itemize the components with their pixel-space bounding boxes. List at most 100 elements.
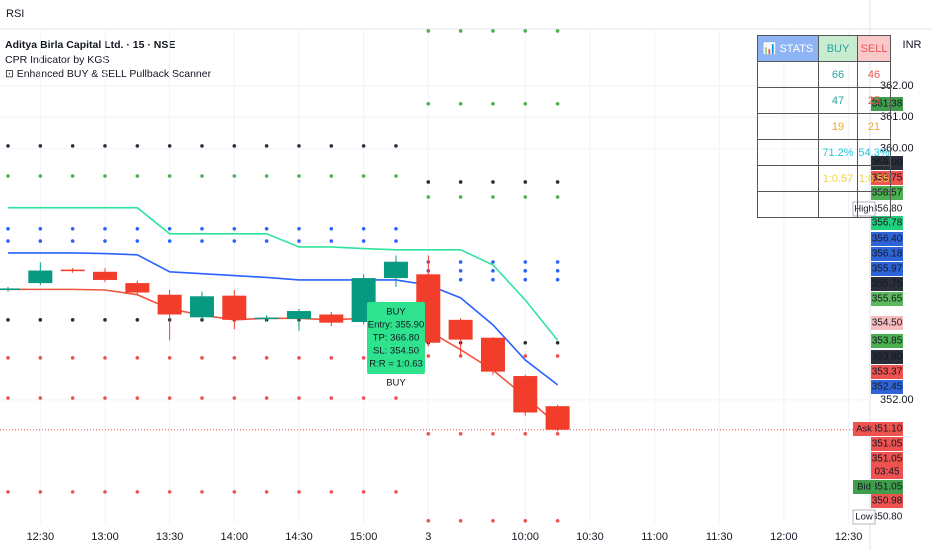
stats-cell: 54.3% bbox=[857, 139, 891, 166]
price-badge bbox=[871, 480, 903, 494]
level-dot bbox=[232, 226, 237, 231]
price-badge bbox=[871, 292, 903, 306]
level-dot bbox=[70, 490, 75, 494]
level-dot bbox=[491, 29, 495, 33]
x-tick-label: 12:00 bbox=[770, 531, 798, 543]
level-dot bbox=[426, 29, 431, 33]
price-badge bbox=[871, 247, 903, 261]
level-dot bbox=[329, 239, 334, 243]
price-badge-text: 356.40 bbox=[872, 234, 903, 245]
level-dot bbox=[200, 239, 204, 243]
x-tick-label: 3 bbox=[425, 531, 431, 543]
level-dot bbox=[523, 101, 528, 106]
level-dot bbox=[167, 396, 172, 400]
level-dot bbox=[491, 101, 495, 106]
candle-body bbox=[125, 283, 150, 293]
signal-box bbox=[367, 302, 425, 374]
level-dot bbox=[555, 180, 560, 184]
stats-cell: 71.2% bbox=[818, 139, 858, 166]
candle-body bbox=[60, 269, 85, 272]
level-dot bbox=[361, 396, 366, 400]
candle-body bbox=[319, 314, 344, 323]
stats-row: 1:0.57 1:0.55 bbox=[757, 165, 891, 192]
stats-cell: 47 bbox=[818, 87, 858, 114]
signal-label: BUY bbox=[386, 378, 406, 389]
level-dot bbox=[361, 490, 366, 494]
price-text: 350.80 bbox=[872, 512, 903, 523]
level-dot bbox=[458, 101, 463, 106]
price-badge bbox=[871, 365, 903, 379]
level-dot bbox=[135, 239, 140, 243]
x-tick-label: 10:00 bbox=[512, 531, 540, 543]
level-dot bbox=[70, 396, 75, 400]
level-dot bbox=[200, 144, 204, 148]
pane-label: RSI bbox=[6, 8, 24, 20]
stats-cell bbox=[757, 61, 819, 88]
level-dot bbox=[167, 239, 172, 243]
level-dot bbox=[555, 269, 560, 273]
price-badge bbox=[871, 452, 903, 466]
level-dot bbox=[6, 174, 10, 178]
level-dot bbox=[6, 226, 10, 231]
level-dot bbox=[6, 318, 10, 322]
level-dot bbox=[135, 226, 140, 231]
stats-header: BUY bbox=[818, 35, 858, 62]
level-dot bbox=[361, 174, 366, 178]
x-tick-label: 13:00 bbox=[91, 531, 119, 543]
price-badge-text: 355.65 bbox=[872, 294, 903, 305]
stats-header: SELL bbox=[857, 35, 891, 62]
level-dot bbox=[426, 195, 431, 199]
signal-text: R:R = 1:0.63 bbox=[369, 359, 423, 370]
level-dot bbox=[491, 519, 495, 523]
price-badge-text: 353.37 bbox=[872, 367, 903, 378]
price-badge bbox=[871, 334, 903, 348]
level-dot bbox=[200, 318, 204, 322]
candle-body bbox=[222, 295, 247, 320]
level-dot bbox=[70, 356, 75, 360]
level-dot bbox=[264, 490, 269, 494]
level-dot bbox=[70, 226, 75, 231]
candle-body bbox=[286, 311, 311, 319]
candle-body bbox=[189, 296, 214, 318]
x-tick-label: 12:30 bbox=[835, 531, 863, 543]
price-tag bbox=[853, 422, 875, 436]
level-dot bbox=[6, 396, 10, 400]
stats-cell bbox=[757, 113, 819, 140]
level-dot bbox=[70, 174, 75, 178]
level-dot bbox=[135, 318, 140, 322]
level-dot bbox=[70, 239, 75, 243]
level-dot bbox=[297, 174, 301, 178]
level-dot bbox=[555, 29, 560, 33]
stats-cell bbox=[757, 139, 819, 166]
level-dot bbox=[135, 356, 140, 360]
level-dot bbox=[297, 356, 301, 360]
level-dot bbox=[167, 226, 172, 231]
stats-table: 📊 STATS BUY SELL 66 46 47 25 19 21 71.2% 54.3% 1:0.… bbox=[757, 35, 891, 218]
level-dot bbox=[458, 180, 463, 184]
price-badge-text: 351.05 bbox=[872, 439, 903, 450]
price-badge bbox=[871, 350, 903, 364]
level-dot bbox=[555, 277, 560, 282]
price-badge-text: 351.05 bbox=[872, 454, 903, 465]
level-dot bbox=[491, 180, 495, 184]
level-dot bbox=[135, 396, 140, 400]
level-dot bbox=[555, 519, 560, 523]
level-dot bbox=[264, 174, 269, 178]
level-dot bbox=[329, 144, 334, 148]
level-dot bbox=[103, 144, 107, 148]
level-dot bbox=[458, 519, 463, 523]
level-dot bbox=[329, 174, 334, 178]
price-tag-text: Bid bbox=[857, 482, 871, 493]
level-dot bbox=[329, 490, 334, 494]
price-badge bbox=[871, 437, 903, 451]
price-badge-text: 352.45 bbox=[872, 382, 903, 393]
currency: INR bbox=[903, 39, 922, 51]
level-dot bbox=[167, 144, 172, 148]
price-badge-text: 356.78 bbox=[872, 218, 903, 229]
level-dot bbox=[232, 174, 237, 178]
candle-body bbox=[383, 261, 408, 279]
stats-row: 47 25 bbox=[757, 87, 891, 114]
level-dot bbox=[167, 174, 172, 178]
level-dot bbox=[200, 356, 204, 360]
price-badge bbox=[871, 422, 903, 436]
